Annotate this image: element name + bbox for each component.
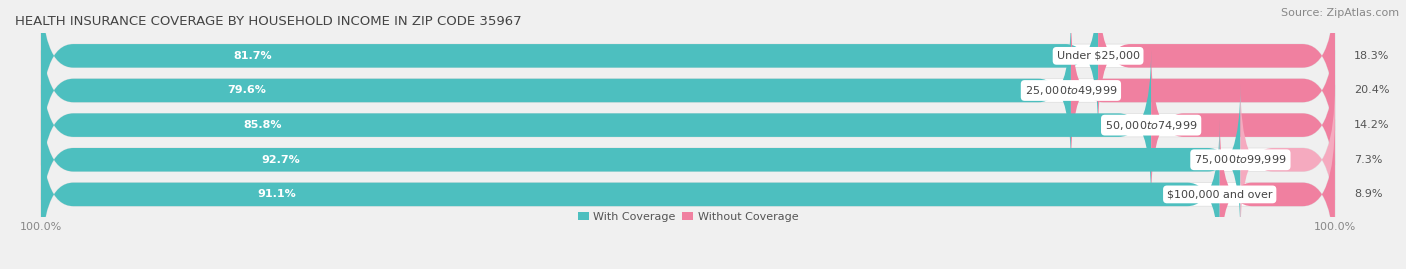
Text: 85.8%: 85.8% (243, 120, 283, 130)
Text: 18.3%: 18.3% (1354, 51, 1389, 61)
Text: $100,000 and over: $100,000 and over (1167, 189, 1272, 199)
Text: $75,000 to $99,999: $75,000 to $99,999 (1194, 153, 1286, 166)
FancyBboxPatch shape (41, 16, 1071, 165)
FancyBboxPatch shape (41, 85, 1334, 235)
Text: 14.2%: 14.2% (1354, 120, 1389, 130)
Text: HEALTH INSURANCE COVERAGE BY HOUSEHOLD INCOME IN ZIP CODE 35967: HEALTH INSURANCE COVERAGE BY HOUSEHOLD I… (15, 15, 522, 28)
Text: $50,000 to $74,999: $50,000 to $74,999 (1105, 119, 1198, 132)
FancyBboxPatch shape (41, 120, 1334, 269)
Text: $25,000 to $49,999: $25,000 to $49,999 (1025, 84, 1118, 97)
FancyBboxPatch shape (1098, 0, 1334, 131)
Text: Source: ZipAtlas.com: Source: ZipAtlas.com (1281, 8, 1399, 18)
FancyBboxPatch shape (41, 50, 1152, 200)
FancyBboxPatch shape (41, 16, 1334, 165)
FancyBboxPatch shape (1152, 50, 1334, 200)
FancyBboxPatch shape (41, 85, 1240, 235)
Text: 8.9%: 8.9% (1354, 189, 1382, 199)
Legend: With Coverage, Without Coverage: With Coverage, Without Coverage (574, 207, 803, 226)
Text: Under $25,000: Under $25,000 (1056, 51, 1140, 61)
Text: 20.4%: 20.4% (1354, 86, 1389, 95)
FancyBboxPatch shape (1240, 85, 1334, 235)
FancyBboxPatch shape (41, 50, 1334, 200)
FancyBboxPatch shape (1220, 120, 1334, 269)
Text: 81.7%: 81.7% (233, 51, 271, 61)
FancyBboxPatch shape (41, 0, 1334, 131)
FancyBboxPatch shape (1071, 16, 1334, 165)
FancyBboxPatch shape (41, 0, 1098, 131)
FancyBboxPatch shape (41, 120, 1220, 269)
Text: 92.7%: 92.7% (262, 155, 301, 165)
Text: 79.6%: 79.6% (228, 86, 267, 95)
Text: 7.3%: 7.3% (1354, 155, 1382, 165)
Text: 91.1%: 91.1% (257, 189, 297, 199)
